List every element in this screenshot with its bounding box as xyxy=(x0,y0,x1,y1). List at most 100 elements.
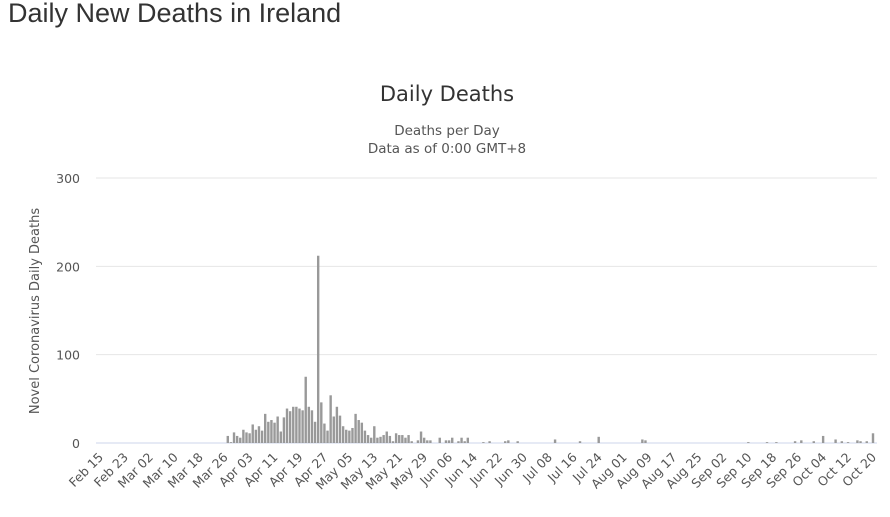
bar xyxy=(438,437,441,443)
bar xyxy=(457,441,460,443)
bar xyxy=(260,430,264,443)
bar xyxy=(859,441,862,443)
bar xyxy=(410,441,413,443)
bar xyxy=(429,440,432,443)
bar xyxy=(419,431,423,443)
bar xyxy=(407,435,410,443)
bar xyxy=(282,417,286,443)
y-tick-label: 200 xyxy=(56,259,80,274)
bar xyxy=(504,441,507,443)
bar xyxy=(226,435,229,443)
bar xyxy=(404,437,407,443)
bar xyxy=(354,413,357,443)
y-tick-label: 100 xyxy=(56,348,80,363)
bar xyxy=(466,437,469,443)
bar xyxy=(323,423,326,443)
bar xyxy=(366,435,370,443)
y-tick-label: 300 xyxy=(56,171,80,186)
bar xyxy=(229,442,233,443)
bar xyxy=(482,442,485,443)
bar xyxy=(460,437,463,443)
bar xyxy=(351,427,354,443)
bar xyxy=(447,440,451,443)
bar xyxy=(263,413,267,443)
bar xyxy=(341,426,345,443)
bar xyxy=(597,436,600,443)
bar xyxy=(856,440,859,443)
bar xyxy=(251,424,254,443)
bar xyxy=(800,440,803,443)
bar xyxy=(388,435,392,443)
bar xyxy=(345,429,348,443)
bar xyxy=(416,440,420,443)
bar xyxy=(360,422,364,443)
bar xyxy=(821,435,825,443)
bar xyxy=(313,421,317,443)
page-heading: Daily New Deaths in Ireland xyxy=(8,0,342,28)
bar xyxy=(316,255,320,443)
bar xyxy=(516,441,519,443)
bar xyxy=(376,437,379,443)
bar xyxy=(235,435,239,443)
bar xyxy=(369,437,373,443)
bar xyxy=(553,439,557,443)
bar xyxy=(488,441,491,443)
bar xyxy=(304,376,307,443)
bar xyxy=(463,441,466,443)
bar xyxy=(373,426,376,443)
bar xyxy=(335,406,339,443)
bar xyxy=(641,439,644,443)
bar xyxy=(267,421,270,443)
bar xyxy=(320,402,323,443)
bar xyxy=(329,395,332,443)
bar xyxy=(391,441,395,443)
bar xyxy=(578,441,582,443)
bar xyxy=(840,441,844,443)
bar xyxy=(385,431,388,443)
bar xyxy=(245,432,248,443)
bar xyxy=(242,429,245,443)
chart-title: Daily Deaths xyxy=(380,82,514,106)
bar xyxy=(332,416,335,443)
bar xyxy=(382,435,385,443)
bar xyxy=(310,410,314,443)
bar xyxy=(422,437,426,443)
bar xyxy=(254,429,258,443)
bar xyxy=(812,441,815,443)
bar xyxy=(239,437,242,443)
bar xyxy=(307,406,311,443)
bar xyxy=(295,406,298,443)
bar xyxy=(338,415,342,443)
bar xyxy=(644,440,647,443)
bar xyxy=(398,435,401,443)
chart-subtitle-1: Deaths per Day xyxy=(394,123,500,139)
bar xyxy=(444,440,448,443)
bar xyxy=(357,420,360,443)
bar xyxy=(451,437,454,443)
bar xyxy=(507,440,510,443)
bar xyxy=(270,420,273,443)
y-tick-label: 0 xyxy=(72,436,80,451)
bar xyxy=(292,406,295,443)
bar xyxy=(747,442,750,443)
bar xyxy=(426,440,429,443)
bar xyxy=(273,422,276,443)
bar xyxy=(301,410,304,443)
bar xyxy=(348,430,351,443)
bar xyxy=(401,435,404,443)
chart-subtitle-2: Data as of 0:00 GMT+8 xyxy=(368,141,526,157)
bar xyxy=(285,408,289,443)
bar xyxy=(248,433,251,443)
bar xyxy=(379,436,382,443)
y-axis-title: Novel Coronavirus Daily Deaths xyxy=(28,208,43,414)
bar xyxy=(257,426,261,443)
bar xyxy=(846,442,850,443)
bar xyxy=(363,430,367,443)
bar xyxy=(793,441,797,443)
bar xyxy=(394,433,398,443)
bar xyxy=(765,442,769,443)
bar xyxy=(276,416,279,443)
bar xyxy=(279,431,282,443)
bar xyxy=(326,430,329,443)
